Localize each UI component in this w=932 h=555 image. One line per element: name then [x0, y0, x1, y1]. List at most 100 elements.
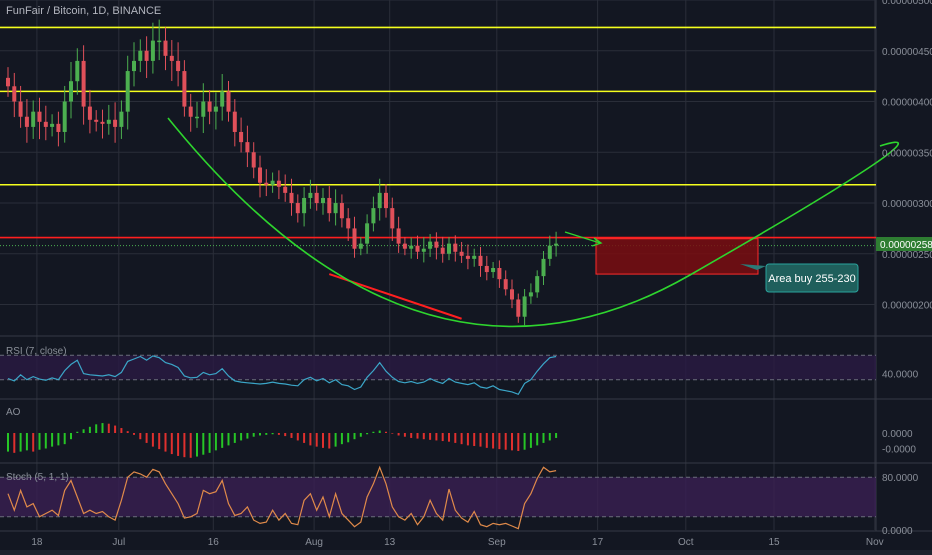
- candle-body: [12, 86, 17, 102]
- candle: [213, 92, 218, 130]
- candle-body: [308, 192, 313, 198]
- candle-body: [251, 152, 256, 168]
- candle-body: [132, 60, 136, 72]
- candle: [283, 174, 288, 202]
- candle-body: [270, 180, 275, 185]
- candle: [62, 85, 67, 143]
- candle-body: [43, 121, 48, 127]
- candle-body: [321, 197, 325, 204]
- candle: [188, 93, 193, 132]
- candle-body: [554, 243, 559, 246]
- candle-body: [195, 116, 199, 119]
- candle: [144, 36, 149, 79]
- candle: [6, 67, 10, 97]
- candle: [226, 80, 231, 122]
- candle-body: [62, 101, 67, 132]
- candle-body: [384, 192, 388, 209]
- candle: [547, 235, 552, 266]
- candle-body: [447, 243, 451, 254]
- candle-body: [459, 251, 464, 256]
- candle: [264, 169, 269, 197]
- candle-body: [402, 243, 407, 249]
- candle-body: [314, 192, 319, 204]
- x-tick-label: 16: [208, 537, 220, 548]
- candle: [358, 237, 363, 256]
- candle: [245, 125, 250, 168]
- ao-title: AO: [6, 407, 21, 418]
- candle: [465, 244, 470, 270]
- candle-body: [163, 40, 168, 56]
- candle: [377, 178, 382, 221]
- candle: [106, 104, 111, 135]
- x-tick-label: 17: [592, 537, 604, 548]
- candle-body: [453, 243, 458, 252]
- candle: [295, 194, 300, 223]
- y-tick-label: 0.00000200: [882, 301, 932, 312]
- candle: [50, 114, 55, 137]
- candle: [289, 178, 294, 216]
- candle: [276, 170, 281, 200]
- candle: [157, 19, 162, 61]
- rsi-title: RSI (7, close): [6, 346, 67, 357]
- candle-body: [138, 50, 143, 61]
- x-tick-label: Sep: [488, 537, 506, 548]
- candle-body: [125, 71, 130, 112]
- candle-body: [302, 197, 307, 214]
- x-tick-label: 13: [384, 537, 396, 548]
- candle: [459, 241, 464, 263]
- candle-body: [522, 296, 527, 317]
- candle-body: [289, 192, 294, 204]
- candle: [390, 197, 395, 241]
- candle-body: [541, 258, 546, 277]
- candle: [453, 235, 458, 262]
- candle: [314, 185, 319, 211]
- candle-body: [409, 245, 414, 249]
- candle-body: [37, 111, 42, 122]
- candle: [484, 255, 489, 281]
- candle: [207, 90, 212, 125]
- candle: [100, 109, 105, 139]
- chart-title: FunFair / Bitcoin, 1D, BINANCE: [6, 5, 161, 17]
- y-tick-label: 0.00000500: [882, 0, 932, 7]
- candle: [510, 279, 514, 309]
- candle: [447, 237, 451, 261]
- candle: [396, 216, 401, 253]
- x-tick-label: Jul: [112, 537, 125, 548]
- candle: [503, 270, 508, 296]
- candle-body: [352, 228, 357, 249]
- candle-body: [106, 119, 111, 124]
- candle-body: [75, 60, 80, 82]
- stoch-title: Stoch (5, 1, 1): [6, 472, 69, 483]
- ao-tick-label: 0.0000: [882, 429, 913, 440]
- y-tick-label: 0.00000250: [882, 250, 932, 261]
- candle-body: [377, 192, 382, 209]
- candle-body: [295, 203, 300, 214]
- annotation-callout[interactable]: Area buy 255-230: [740, 263, 859, 293]
- candle-body: [390, 208, 395, 229]
- candle: [87, 89, 92, 134]
- candle: [43, 105, 48, 141]
- price-tag: 0.00000258: [876, 237, 932, 251]
- ao-tick-label: -0.0000: [882, 445, 916, 456]
- candle: [81, 45, 86, 125]
- candle: [56, 111, 61, 147]
- candle-body: [87, 106, 92, 120]
- candle: [239, 117, 244, 153]
- candle-body: [144, 50, 149, 61]
- candle: [195, 101, 199, 128]
- candle-body: [150, 40, 155, 61]
- candle-body: [440, 247, 445, 254]
- candle-body: [258, 167, 262, 183]
- candle: [132, 42, 136, 87]
- candle-body: [182, 71, 187, 107]
- candle: [440, 236, 445, 263]
- candle: [352, 216, 357, 258]
- candle-body: [472, 255, 477, 259]
- candle: [119, 100, 124, 139]
- candle: [150, 22, 155, 74]
- rsi-tick-label: 40.0000: [882, 370, 919, 381]
- candle-body: [484, 265, 489, 273]
- stoch-line: [7, 465, 557, 530]
